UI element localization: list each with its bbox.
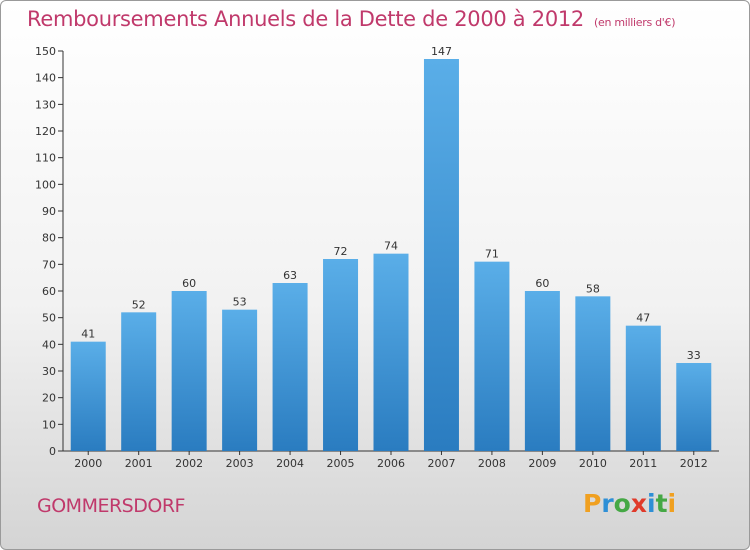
bar bbox=[70, 341, 106, 451]
y-tick-label: 150 bbox=[35, 45, 56, 58]
logo-letter: P bbox=[583, 489, 602, 518]
bar bbox=[676, 363, 712, 451]
proxiti-logo: Proxiti bbox=[583, 489, 676, 518]
y-tick-label: 60 bbox=[42, 285, 56, 298]
bar-value-label: 71 bbox=[485, 248, 499, 261]
y-tick-label: 40 bbox=[42, 338, 56, 351]
y-tick-label: 80 bbox=[42, 232, 56, 245]
y-tick-label: 110 bbox=[35, 152, 56, 165]
bar-value-label: 74 bbox=[384, 240, 398, 253]
y-axis: 0 10 20 30 40 50 60 70 80 90 100 110 120 130 140 150 bbox=[35, 45, 64, 458]
logo-letter: i bbox=[647, 489, 656, 518]
bar-value-label: 41 bbox=[81, 328, 95, 341]
bar bbox=[423, 59, 459, 451]
x-tick-label: 2011 bbox=[629, 457, 657, 470]
bar bbox=[575, 296, 611, 451]
bar-value-label: 58 bbox=[586, 282, 600, 295]
bar bbox=[272, 283, 308, 451]
bar bbox=[222, 309, 258, 451]
x-tick-label: 2003 bbox=[226, 457, 254, 470]
bar-value-label: 33 bbox=[687, 349, 701, 362]
x-tick-label: 2007 bbox=[427, 457, 455, 470]
bar-series: 41 52 60 53 63 72 74 147 71 60 58 47 33 bbox=[70, 45, 712, 451]
logo-letter: r bbox=[601, 489, 614, 518]
bar-value-label: 60 bbox=[535, 277, 549, 290]
x-tick-label: 2010 bbox=[579, 457, 607, 470]
bar-value-label: 47 bbox=[636, 312, 650, 325]
bar-value-label: 52 bbox=[132, 298, 146, 311]
y-tick-label: 10 bbox=[42, 418, 56, 431]
bar bbox=[121, 312, 157, 451]
x-tick-label: 2000 bbox=[74, 457, 102, 470]
y-tick-label: 30 bbox=[42, 365, 56, 378]
bar-value-label: 63 bbox=[283, 269, 297, 282]
bar bbox=[625, 325, 661, 451]
y-tick-label: 20 bbox=[42, 392, 56, 405]
chart-title: Remboursements Annuels de la Dette de 20… bbox=[27, 7, 675, 31]
logo-letter: x bbox=[630, 489, 647, 518]
y-tick-label: 0 bbox=[49, 445, 56, 458]
y-tick-label: 90 bbox=[42, 205, 56, 218]
bar-value-label: 147 bbox=[431, 45, 452, 58]
logo-letter: t bbox=[655, 489, 668, 518]
x-tick-label: 2008 bbox=[478, 457, 506, 470]
x-tick-label: 2002 bbox=[175, 457, 203, 470]
y-tick-label: 120 bbox=[35, 125, 56, 138]
bar bbox=[474, 261, 510, 451]
bar-value-label: 72 bbox=[334, 245, 348, 258]
y-tick-label: 100 bbox=[35, 178, 56, 191]
bar bbox=[373, 253, 409, 451]
x-tick-label: 2006 bbox=[377, 457, 405, 470]
x-tick-label: 2009 bbox=[528, 457, 556, 470]
bar bbox=[524, 291, 560, 451]
bar-value-label: 60 bbox=[182, 277, 196, 290]
x-tick-label: 2004 bbox=[276, 457, 304, 470]
x-tick-label: 2001 bbox=[125, 457, 153, 470]
town-name: GOMMERSDORF bbox=[37, 495, 185, 517]
y-tick-label: 140 bbox=[35, 72, 56, 85]
bar bbox=[171, 291, 207, 451]
bar-value-label: 53 bbox=[233, 296, 247, 309]
chart-unit-note: (en milliers d'€) bbox=[594, 16, 676, 29]
x-tick-label: 2012 bbox=[680, 457, 708, 470]
x-tick-label: 2005 bbox=[327, 457, 355, 470]
y-tick-label: 50 bbox=[42, 312, 56, 325]
y-tick-label: 130 bbox=[35, 98, 56, 111]
logo-letter: i bbox=[667, 489, 677, 518]
chart-title-text: Remboursements Annuels de la Dette de 20… bbox=[27, 7, 584, 31]
bar bbox=[323, 259, 359, 451]
logo-letter: o bbox=[613, 489, 631, 518]
x-axis: 2000 2001 2002 2003 2004 2005 2006 2007 2008 2009… bbox=[63, 450, 719, 470]
y-tick-label: 70 bbox=[42, 258, 56, 271]
